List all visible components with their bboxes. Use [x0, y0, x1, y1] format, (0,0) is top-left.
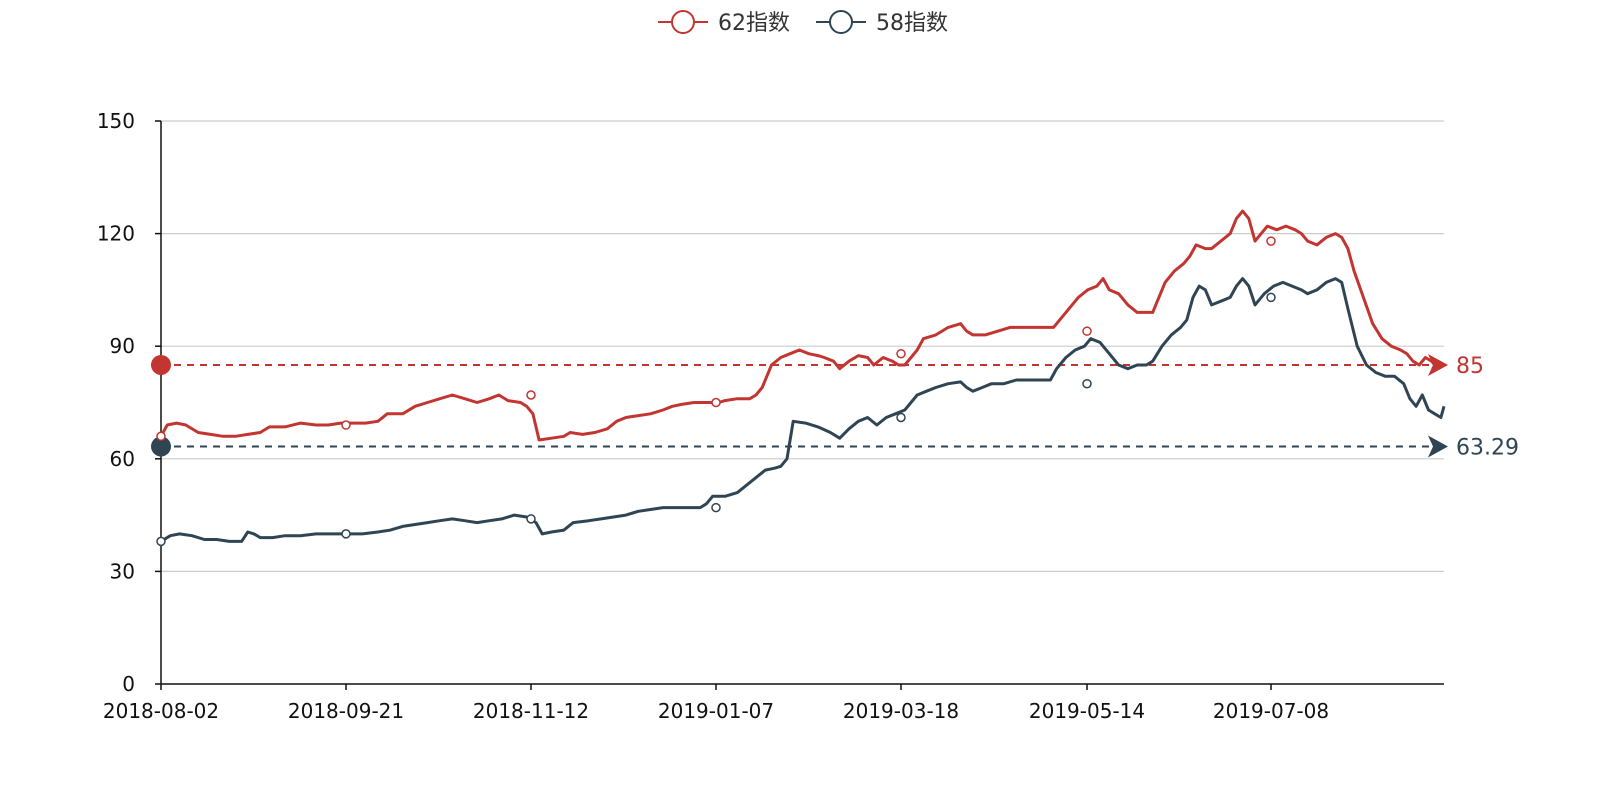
series-1-marker	[526, 390, 536, 400]
reference-line-label: 85	[1456, 354, 1484, 379]
x-tick-label: 2018-11-12	[473, 699, 589, 723]
axes: 0 30 60 90 120 150 2018-08-02 2018-09-21 2018-11…	[97, 109, 1444, 723]
series-1-marker	[896, 348, 906, 359]
series-line-1	[159, 209, 1445, 442]
series-2-marker	[526, 514, 536, 524]
series-1-marker	[1266, 236, 1276, 246]
x-tick-label: 2018-09-21	[288, 699, 404, 723]
legend[interactable]: 62指数 58指数	[658, 10, 948, 36]
x-tick-label: 2019-05-14	[1029, 699, 1145, 723]
series-1-marker	[711, 397, 721, 408]
x-tick-label: 2019-01-07	[658, 699, 774, 723]
x-tick-label: 2019-07-08	[1213, 699, 1329, 723]
series-1-marker	[156, 431, 166, 442]
x-tick-label: 2019-03-18	[843, 699, 959, 723]
legend-item-1[interactable]: 62指数	[658, 10, 790, 36]
series-2-marker	[896, 412, 906, 423]
legend-item-2[interactable]: 58指数	[816, 10, 948, 36]
reference-line-label: 63.29	[1456, 435, 1519, 460]
y-tick-label: 0	[122, 672, 135, 696]
y-tick-label: 150	[97, 109, 135, 133]
series-2-marker	[1266, 292, 1276, 303]
y-tick-label: 90	[110, 334, 135, 358]
x-tick-label: 2018-08-02	[103, 699, 219, 723]
series-2-marker	[341, 529, 351, 539]
legend-label: 58指数	[876, 11, 948, 36]
series-1-marker	[1082, 326, 1092, 336]
reference-lines: 85 63.29	[151, 353, 1519, 460]
series-lines	[156, 209, 1446, 547]
series-2-marker	[711, 502, 721, 513]
legend-circle-icon	[829, 10, 853, 34]
grid-lines	[161, 120, 1444, 573]
series-2-marker	[156, 536, 166, 547]
reference-line-arrow	[1428, 353, 1448, 376]
y-tick-label: 120	[97, 222, 135, 246]
reference-line-start-dot	[151, 354, 171, 375]
legend-circle-icon	[671, 10, 695, 34]
series-2-marker	[1082, 378, 1092, 389]
reference-line-arrow	[1428, 435, 1448, 458]
series-1-marker	[341, 420, 351, 430]
y-tick-label: 60	[110, 447, 135, 471]
y-tick-label: 30	[110, 559, 135, 583]
legend-label: 62指数	[718, 11, 790, 36]
reference-line-start-dot	[151, 436, 171, 457]
series-line-2	[160, 277, 1446, 543]
